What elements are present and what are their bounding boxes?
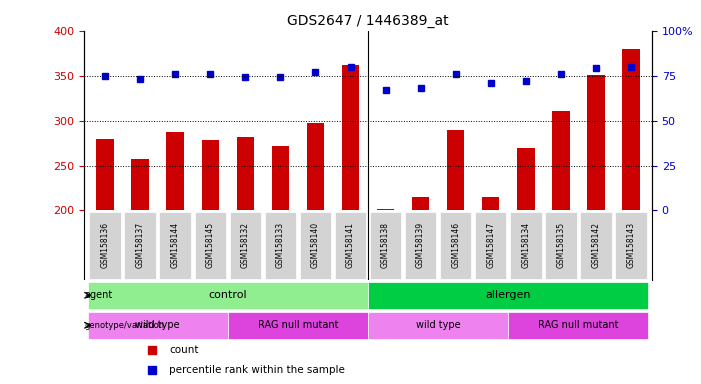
Text: GSM158132: GSM158132 <box>241 222 250 268</box>
Bar <box>622 49 640 210</box>
Bar <box>88 312 228 339</box>
Text: GSM158135: GSM158135 <box>557 222 565 268</box>
Text: wild type: wild type <box>416 320 461 330</box>
Text: GSM158146: GSM158146 <box>451 222 460 268</box>
Text: percentile rank within the sample: percentile rank within the sample <box>170 365 345 375</box>
Text: control: control <box>208 290 247 300</box>
Text: count: count <box>170 345 199 355</box>
Text: GSM158133: GSM158133 <box>276 222 285 268</box>
Text: GSM158142: GSM158142 <box>592 222 600 268</box>
Bar <box>167 132 184 210</box>
Text: RAG null mutant: RAG null mutant <box>538 320 618 330</box>
Text: wild type: wild type <box>135 320 180 330</box>
Text: GSM158137: GSM158137 <box>136 222 144 268</box>
FancyBboxPatch shape <box>440 212 472 279</box>
Text: RAG null mutant: RAG null mutant <box>258 320 338 330</box>
FancyBboxPatch shape <box>475 212 507 279</box>
Title: GDS2647 / 1446389_at: GDS2647 / 1446389_at <box>287 14 449 28</box>
Text: GSM158136: GSM158136 <box>101 222 109 268</box>
Text: GSM158134: GSM158134 <box>522 222 530 268</box>
FancyBboxPatch shape <box>545 212 577 279</box>
FancyBboxPatch shape <box>89 212 121 279</box>
Text: GSM158140: GSM158140 <box>311 222 320 268</box>
FancyBboxPatch shape <box>160 212 191 279</box>
Bar <box>307 123 324 210</box>
Text: GSM158143: GSM158143 <box>627 222 635 268</box>
Text: GSM158147: GSM158147 <box>486 222 495 268</box>
Bar <box>377 209 394 210</box>
Bar <box>132 159 149 210</box>
Bar <box>447 131 465 210</box>
FancyBboxPatch shape <box>265 212 297 279</box>
FancyBboxPatch shape <box>230 212 261 279</box>
Bar <box>368 282 648 309</box>
Text: genotype/variation: genotype/variation <box>85 321 165 330</box>
Bar <box>88 282 368 309</box>
Bar <box>552 111 569 210</box>
Bar <box>96 139 114 210</box>
FancyBboxPatch shape <box>405 212 436 279</box>
Bar <box>237 137 254 210</box>
FancyBboxPatch shape <box>194 212 226 279</box>
Bar <box>517 147 535 210</box>
FancyBboxPatch shape <box>335 212 367 279</box>
Text: GSM158138: GSM158138 <box>381 222 390 268</box>
FancyBboxPatch shape <box>125 212 156 279</box>
Bar <box>412 197 429 210</box>
FancyBboxPatch shape <box>510 212 542 279</box>
Bar <box>342 65 359 210</box>
Text: GSM158145: GSM158145 <box>206 222 215 268</box>
Text: GSM158139: GSM158139 <box>416 222 425 268</box>
Bar <box>508 312 648 339</box>
Text: GSM158144: GSM158144 <box>171 222 179 268</box>
FancyBboxPatch shape <box>580 212 612 279</box>
FancyBboxPatch shape <box>615 212 647 279</box>
Text: GSM158141: GSM158141 <box>346 222 355 268</box>
Bar <box>368 312 508 339</box>
FancyBboxPatch shape <box>300 212 332 279</box>
Bar <box>202 140 219 210</box>
Bar <box>587 75 605 210</box>
Text: agent: agent <box>85 290 113 300</box>
Bar <box>272 146 289 210</box>
FancyBboxPatch shape <box>370 212 401 279</box>
Bar <box>228 312 368 339</box>
Bar <box>482 197 499 210</box>
Text: allergen: allergen <box>486 290 531 300</box>
